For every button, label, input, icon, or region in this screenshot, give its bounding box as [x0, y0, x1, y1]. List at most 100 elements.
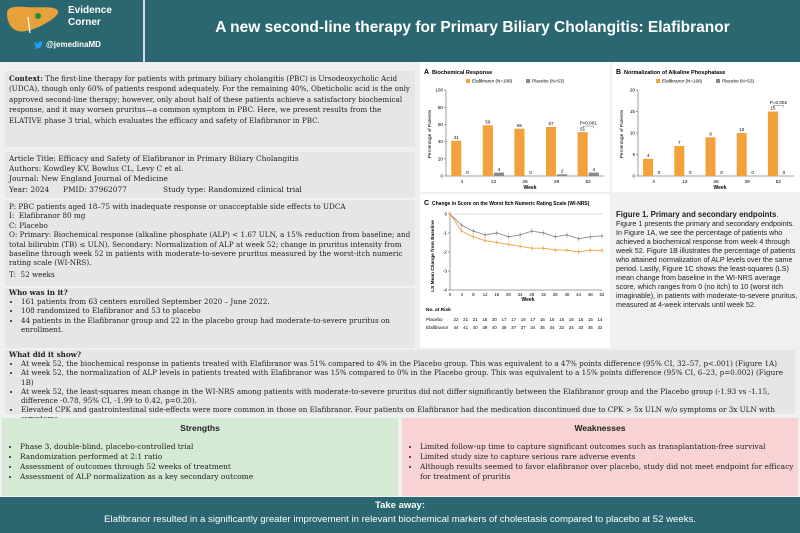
bar-value-label: 7 [678, 140, 681, 145]
data-point [589, 235, 592, 238]
data-point [530, 247, 533, 250]
at-risk-value: 18 [482, 317, 487, 322]
at-risk-value: 37 [511, 325, 516, 330]
x-tick-label: 36 [553, 292, 558, 297]
x-tick-label: 39 [745, 179, 751, 185]
at-risk-value: 32 [598, 325, 603, 330]
at-risk-value: 20 [492, 317, 497, 322]
legend-swatch-placebo [716, 79, 720, 83]
bar-value-label: 2 [561, 168, 564, 173]
data-point [495, 241, 498, 244]
at-risk-group-placebo: Placebo [426, 317, 443, 322]
bar-value-label: 4 [498, 167, 501, 172]
x-tick-label: 52 [776, 179, 782, 185]
context-panel: Context: The first-line therapy for pati… [5, 71, 415, 147]
bar-elafibranor [451, 140, 462, 176]
data-point [542, 232, 545, 234]
pico-panel: P: PBC patients aged 18–75 with inadequa… [5, 200, 415, 286]
figure-c-title: Change in Score on the Worst Itch Numeri… [432, 201, 590, 207]
x-tick-label: 26 [522, 179, 528, 185]
liver-logo-icon [7, 6, 59, 34]
weaknesses-title: Weaknesses [574, 423, 626, 433]
at-risk-value: 15 [578, 317, 583, 322]
data-point [565, 233, 568, 236]
x-tick-label: 24 [518, 292, 523, 297]
list-item: Assessment of outcomes through 52 weeks … [20, 462, 398, 472]
x-tick-label: 13 [491, 179, 497, 185]
list-item: 108 randomized to Elafibranor and 53 to … [21, 306, 411, 315]
y-tick-label: 80 [438, 105, 444, 110]
pvalue-label: P<0.001 [580, 121, 598, 126]
at-risk-group-elafibranor: Elafibranor [426, 325, 449, 330]
at-risk-value: 34 [569, 325, 574, 330]
brand-name: Evidence Corner [68, 5, 112, 28]
journal-row: Journal: New England Journal of Medicine [9, 174, 168, 184]
pico-i: I: Elafibranor 80 mg [9, 211, 86, 221]
at-risk-value: 40 [473, 325, 478, 330]
twitter-handle[interactable]: @jemedinaMD [34, 40, 101, 49]
legend-swatch-placebo [526, 79, 530, 83]
legend-swatch-elafibranor [656, 79, 660, 83]
strengths-panel: Strengths Phase 3, double-blind, placebo… [2, 418, 398, 496]
list-item: Assessment of ALP normalization as a key… [20, 472, 398, 482]
at-risk-value: 16 [540, 317, 545, 322]
list-item: At week 52, the biochemical response in … [21, 359, 791, 368]
series-line-placebo [449, 213, 603, 240]
pico-c: C: Placebo [9, 220, 48, 230]
list-item: 161 patients from 63 centers enrolled Se… [21, 297, 411, 306]
data-point [460, 224, 463, 227]
bar-placebo [557, 174, 568, 176]
bar-elafibranor [705, 137, 716, 176]
bar-elafibranor [767, 111, 778, 176]
pvalue-bracket [773, 105, 784, 108]
bar-elafibranor [514, 128, 525, 176]
data-point [577, 251, 580, 253]
page-title: A new second-line therapy for Primary Bi… [215, 19, 730, 36]
data-point [519, 233, 522, 236]
x-tick-label: 52 [600, 292, 605, 297]
bar-elafibranor [545, 126, 557, 176]
at-risk-value: 33 [578, 325, 583, 330]
legend-swatch-elafibranor [466, 79, 470, 83]
x-tick-label: 12 [483, 292, 488, 297]
figure-b-letter: B [616, 69, 621, 76]
figure-1b-chart: B Normalization of Alkaline Phosphatase … [612, 62, 800, 192]
at-risk-value: 22 [454, 317, 459, 322]
results-heading: What did it show? [9, 350, 82, 359]
at-risk-value: 21 [473, 317, 478, 322]
pvalue-bracket [582, 125, 594, 129]
figure-1a-chart: A Biochemical Response Elafibranor (N=10… [420, 62, 610, 192]
x-tick-label: 16 [494, 292, 499, 297]
figure-b-xlabel: Week [714, 185, 727, 191]
article-title-row: Article Title: Efficacy and Safety of El… [9, 154, 299, 163]
authors-row: Authors: Kowdley KV, Bowlus CL, Levy C e… [9, 164, 184, 174]
at-risk-value: 40 [492, 325, 497, 330]
list-item: Limited study size to capture serious ra… [420, 452, 798, 462]
y-tick-label: 0 [440, 174, 443, 179]
bar-value-label: 0 [466, 170, 469, 175]
at-risk-value: 34 [550, 325, 555, 330]
bar-value-label: 55 [517, 123, 523, 128]
at-risk-value: 14 [598, 317, 603, 322]
year-pmid-row: Year: 2024 PMID: 37962077 Study type: Ra… [9, 184, 302, 194]
list-item: Randomization performed at 2:1 ratio [20, 452, 398, 462]
strengths-list: Phase 3, double-blind, placebo-controlle… [20, 442, 398, 482]
data-point [449, 213, 451, 215]
x-tick-label: 40 [564, 292, 569, 297]
figure-c-letter: C [424, 200, 429, 207]
x-tick-label: 13 [682, 179, 688, 185]
x-tick-label: 4 [460, 179, 463, 185]
data-point [472, 230, 475, 233]
takeaway-text: Elafibranor resulted in a significantly … [104, 514, 696, 525]
bar-placebo [588, 172, 599, 176]
at-risk-value: 34 [530, 325, 535, 330]
figure-b-ylabel: Percentage of Patients [619, 109, 625, 158]
article-info-panel: Article Title: Efficacy and Safety of El… [5, 152, 415, 198]
at-risk-label: No. at Risk [426, 307, 451, 313]
data-point [601, 249, 603, 252]
legend-label-placebo: Placebo (N=53) [532, 79, 565, 84]
bar-placebo [493, 172, 505, 176]
figure-c-xlabel: Week [522, 297, 535, 303]
data-point [472, 235, 475, 238]
